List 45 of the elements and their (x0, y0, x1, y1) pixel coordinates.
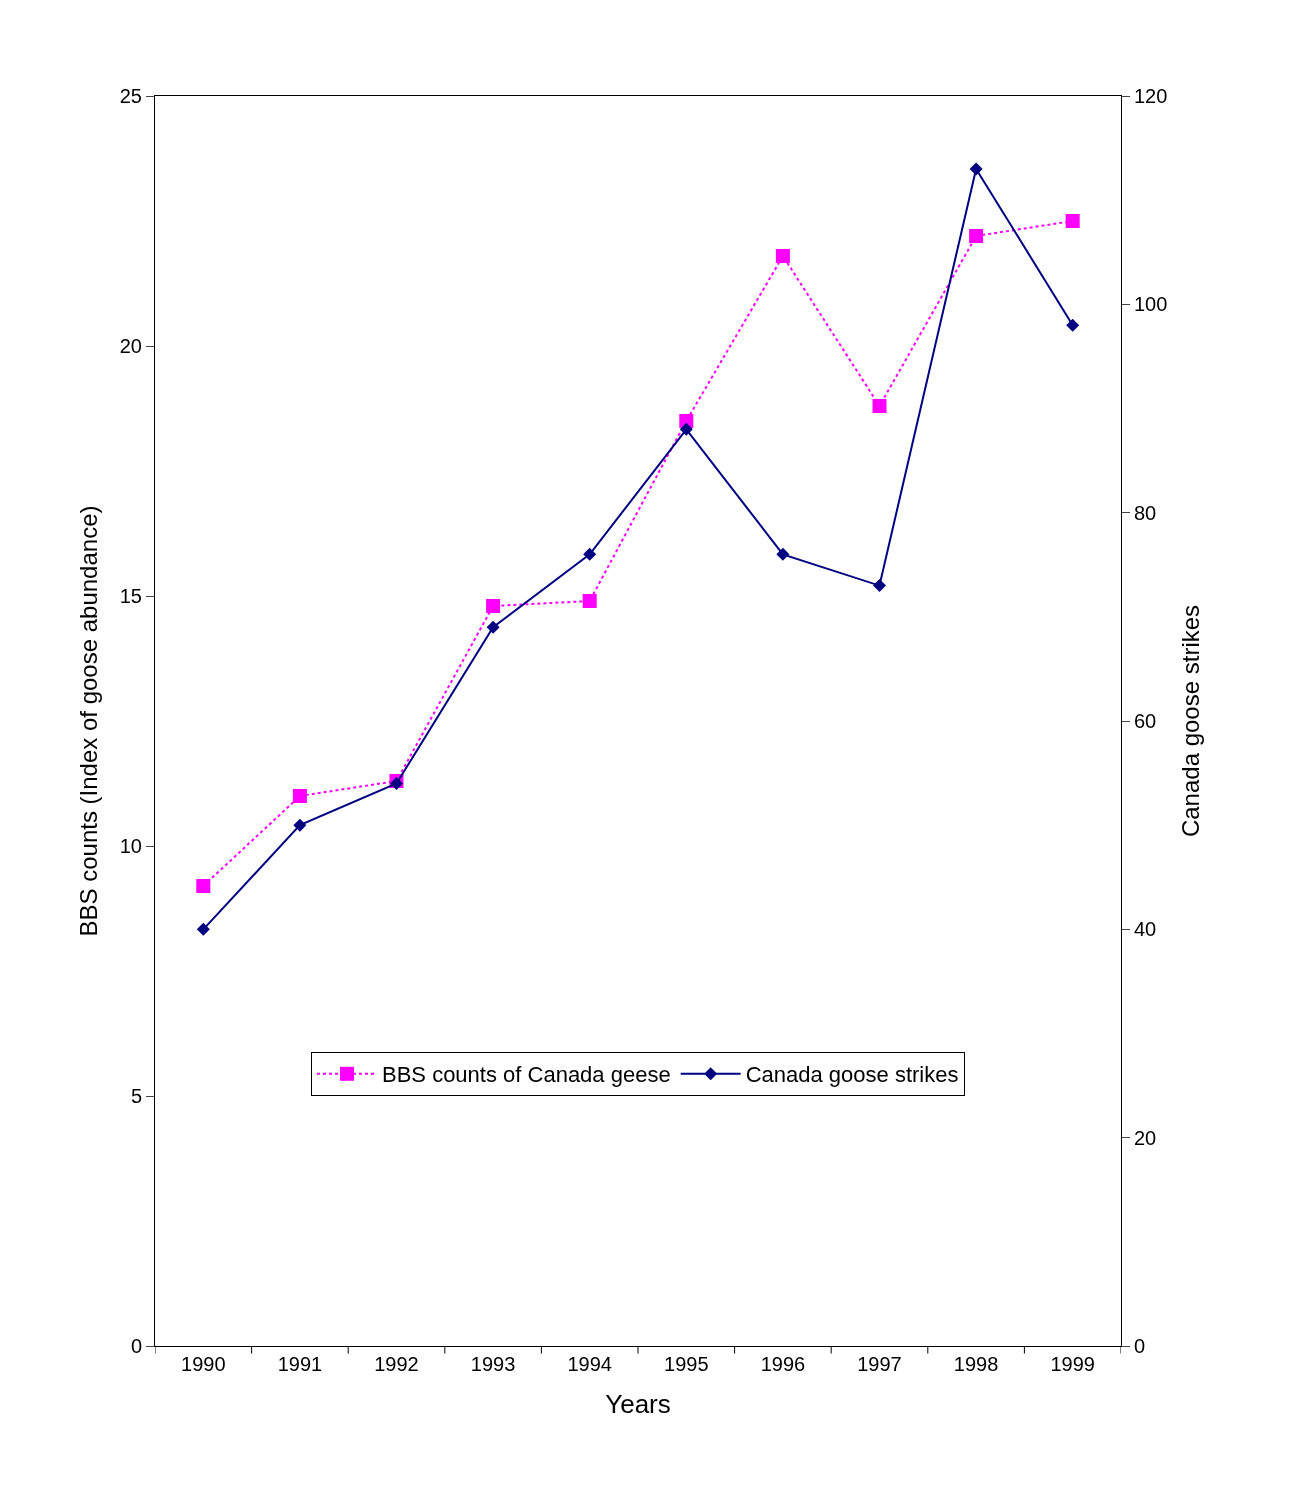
point (969, 162, 983, 176)
point (196, 922, 210, 936)
point (582, 594, 597, 608)
x-axis-title: Years (605, 1388, 671, 1419)
point (775, 249, 790, 263)
x-tick-label: 1999 (1050, 1353, 1095, 1375)
point (873, 579, 886, 593)
x-tick-label: 1997 (857, 1353, 902, 1375)
y2-tick-label: 60 (1134, 710, 1157, 732)
point (1065, 214, 1080, 228)
x-tick-label: 1991 (277, 1353, 323, 1375)
point (486, 620, 500, 634)
x-tick-label: 1990 (181, 1353, 226, 1375)
x-tick-label: 1995 (664, 1353, 709, 1375)
y2-tick-label: 20 (1134, 1126, 1157, 1149)
point (872, 399, 887, 413)
y-tick-label: 20 (119, 335, 142, 357)
point (486, 599, 501, 613)
legend-label: BBS counts of Canada geese (382, 1062, 671, 1088)
y-tick-label: 0 (130, 1335, 142, 1357)
x-tick-label: 1998 (953, 1353, 999, 1375)
point (679, 422, 693, 436)
y-axis-title: BBS counts (Index of goose abundance) (74, 505, 102, 937)
point (776, 547, 790, 561)
point (292, 789, 307, 803)
y2-axis-title: Canada goose strikes (1176, 604, 1204, 838)
point (583, 547, 597, 561)
y2-tick-label: 80 (1134, 501, 1157, 524)
x-tick-label: 1996 (760, 1353, 806, 1375)
y-tick-label: 5 (130, 1085, 142, 1107)
x-tick-label: 1993 (470, 1353, 516, 1375)
y-tick-label: 15 (119, 585, 142, 607)
y-tick-label: 10 (119, 835, 142, 857)
legend-label: Canada goose strikes (745, 1062, 959, 1088)
y2-tick-label: 0 (1134, 1335, 1146, 1357)
point (196, 879, 211, 893)
y2-tick-label: 120 (1134, 85, 1168, 107)
point (293, 818, 307, 832)
y-tick-label: 25 (119, 85, 142, 107)
y2-tick-label: 100 (1134, 293, 1168, 316)
x-tick-label: 1994 (567, 1353, 612, 1375)
point (1066, 318, 1080, 332)
x-tick-label: 1992 (374, 1353, 419, 1375)
y2-tick-label: 40 (1134, 918, 1157, 941)
point (969, 229, 984, 243)
